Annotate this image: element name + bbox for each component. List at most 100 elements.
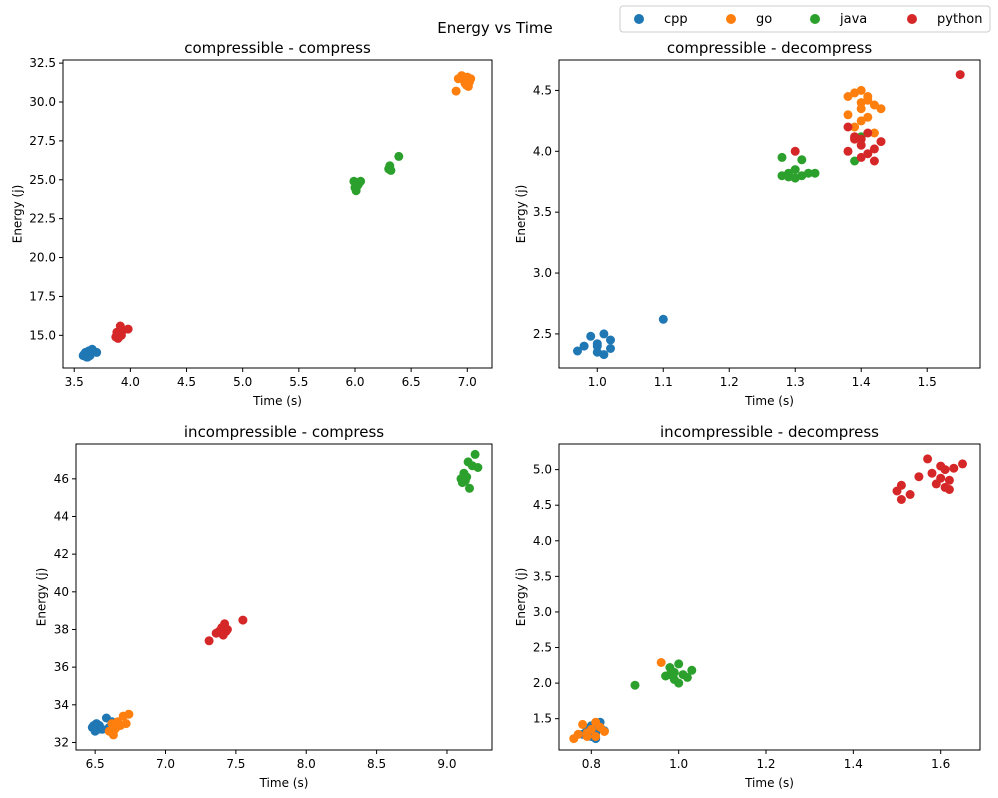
p2-point-python: [204, 636, 214, 646]
p0-xtick-label: 5.5: [289, 375, 308, 389]
p3-point-python: [940, 465, 950, 475]
p1-ytick-label: 2.5: [533, 327, 552, 341]
p1-point-java: [803, 168, 813, 178]
p2-point-python: [222, 625, 232, 634]
p1-point-go: [856, 85, 866, 95]
p1-xtick-label: 1.4: [852, 375, 871, 389]
p2-xtick-label: 7.5: [226, 757, 245, 771]
p3-title: incompressible - decompress: [660, 423, 879, 441]
p3-point-go: [599, 727, 609, 736]
p3-point-python: [923, 454, 933, 464]
p1-point-python: [843, 122, 853, 132]
p1-point-cpp: [592, 341, 602, 351]
p0-xtick-label: 4.5: [177, 375, 196, 389]
p3-ytick-label: 3.5: [533, 569, 552, 583]
p2-ytick-label: 36: [54, 660, 69, 674]
p3-ytick-label: 4.0: [533, 534, 552, 548]
p3-xtick-label: 1.6: [931, 757, 950, 771]
p3-point-java: [665, 670, 675, 680]
p0-xtick-label: 6.5: [402, 375, 421, 389]
p0-xtick-label: 7.0: [458, 375, 477, 389]
p1-point-cpp: [586, 331, 596, 341]
p3-point-python: [914, 472, 924, 482]
p0-point-python: [114, 332, 124, 342]
p3-point-java: [674, 678, 684, 688]
p3-point-python: [944, 475, 954, 485]
legend-label-java: java: [839, 12, 867, 27]
p0-xlabel: Time (s): [252, 394, 302, 408]
p2-ytick-label: 46: [54, 472, 69, 486]
subplot-incompressible-decompress: incompressible - decompress 0.8 1.0 1.2 1.4 1…: [514, 423, 981, 790]
p0-point-java: [356, 176, 366, 186]
p3-point-python: [936, 473, 946, 483]
p3-point-python: [896, 480, 906, 490]
p0-ytick-label: 27.5: [29, 134, 56, 148]
p1-point-go: [856, 116, 866, 126]
p1-point-python: [869, 156, 879, 166]
legend-marker-java: [810, 14, 820, 24]
p2-point-cpp: [89, 721, 99, 730]
subplot-incompressible-compress: incompressible - compress 6.5 7.0 7.5 8.0 8.5…: [35, 423, 493, 790]
p2-ytick-label: 34: [54, 698, 69, 712]
p3-ytick-label: 4.5: [533, 498, 552, 512]
p1-axes-frame: [558, 59, 981, 369]
p2-point-python: [238, 615, 248, 625]
p2-point-cpp: [97, 724, 107, 734]
p1-point-java: [797, 155, 807, 165]
p0-point-go: [466, 74, 476, 84]
p3-point-python: [958, 459, 967, 469]
p1-point-cpp: [606, 335, 615, 345]
p0-xtick-label: 3.5: [65, 375, 84, 389]
p3-point-java: [687, 665, 697, 675]
p3-point-python: [927, 468, 937, 478]
subplot-compressible-compress: compressible - compress 3.5 4.0 4.5 5.0 5.5 6.…: [10, 39, 493, 408]
p3-point-java: [630, 680, 640, 690]
p1-point-go: [856, 104, 866, 114]
p1-point-python: [955, 70, 965, 80]
p2-point-java: [462, 472, 472, 482]
p0-ytick-label: 30.0: [29, 95, 56, 109]
p1-ytick-label: 4.0: [533, 144, 552, 158]
p1-point-python: [869, 144, 879, 154]
p1-xtick-label: 1.5: [918, 375, 937, 389]
p1-ytick-label: 3.5: [533, 205, 552, 219]
p1-xlabel: Time (s): [744, 394, 794, 408]
legend-label-cpp: cpp: [664, 12, 688, 27]
p3-ylabel: Energy (j): [514, 568, 528, 627]
p3-point-go: [578, 719, 588, 729]
legend-frame: [619, 5, 991, 33]
p1-point-python: [856, 152, 866, 162]
p1-title: compressible - decompress: [667, 39, 872, 57]
p1-point-cpp: [658, 314, 668, 324]
p3-point-python: [896, 495, 906, 504]
legend-marker-python: [907, 14, 917, 24]
p1-xtick-label: 1.1: [654, 375, 673, 389]
figure-title: Energy vs Time: [437, 19, 552, 37]
p3-xtick-label: 1.2: [756, 757, 775, 771]
p0-point-cpp: [83, 352, 93, 362]
p3-ytick-label: 2.5: [533, 641, 552, 655]
p1-point-python: [843, 146, 853, 156]
p1-point-python: [790, 146, 800, 156]
p0-point-go: [461, 80, 471, 90]
p3-xlabel: Time (s): [744, 776, 794, 790]
p2-point-go: [110, 724, 120, 734]
p1-point-cpp: [606, 344, 615, 353]
p1-point-go: [869, 100, 879, 110]
p0-axes-frame: [62, 59, 493, 369]
p1-point-cpp: [579, 341, 589, 351]
p3-point-python: [944, 485, 954, 494]
p3-axes-frame: [558, 443, 981, 751]
p2-axes-frame: [75, 443, 493, 751]
p2-ytick-label: 38: [54, 622, 69, 636]
p3-ytick-label: 2.0: [533, 676, 552, 690]
p1-xtick-label: 1.2: [720, 375, 739, 389]
p3-point-go: [591, 732, 601, 741]
p2-point-go: [124, 709, 134, 719]
p1-point-go: [843, 92, 853, 101]
p1-point-go: [869, 128, 879, 138]
p1-point-java: [810, 168, 820, 178]
p3-ytick-label: 1.5: [533, 712, 552, 726]
p0-xtick-label: 5.0: [233, 375, 252, 389]
